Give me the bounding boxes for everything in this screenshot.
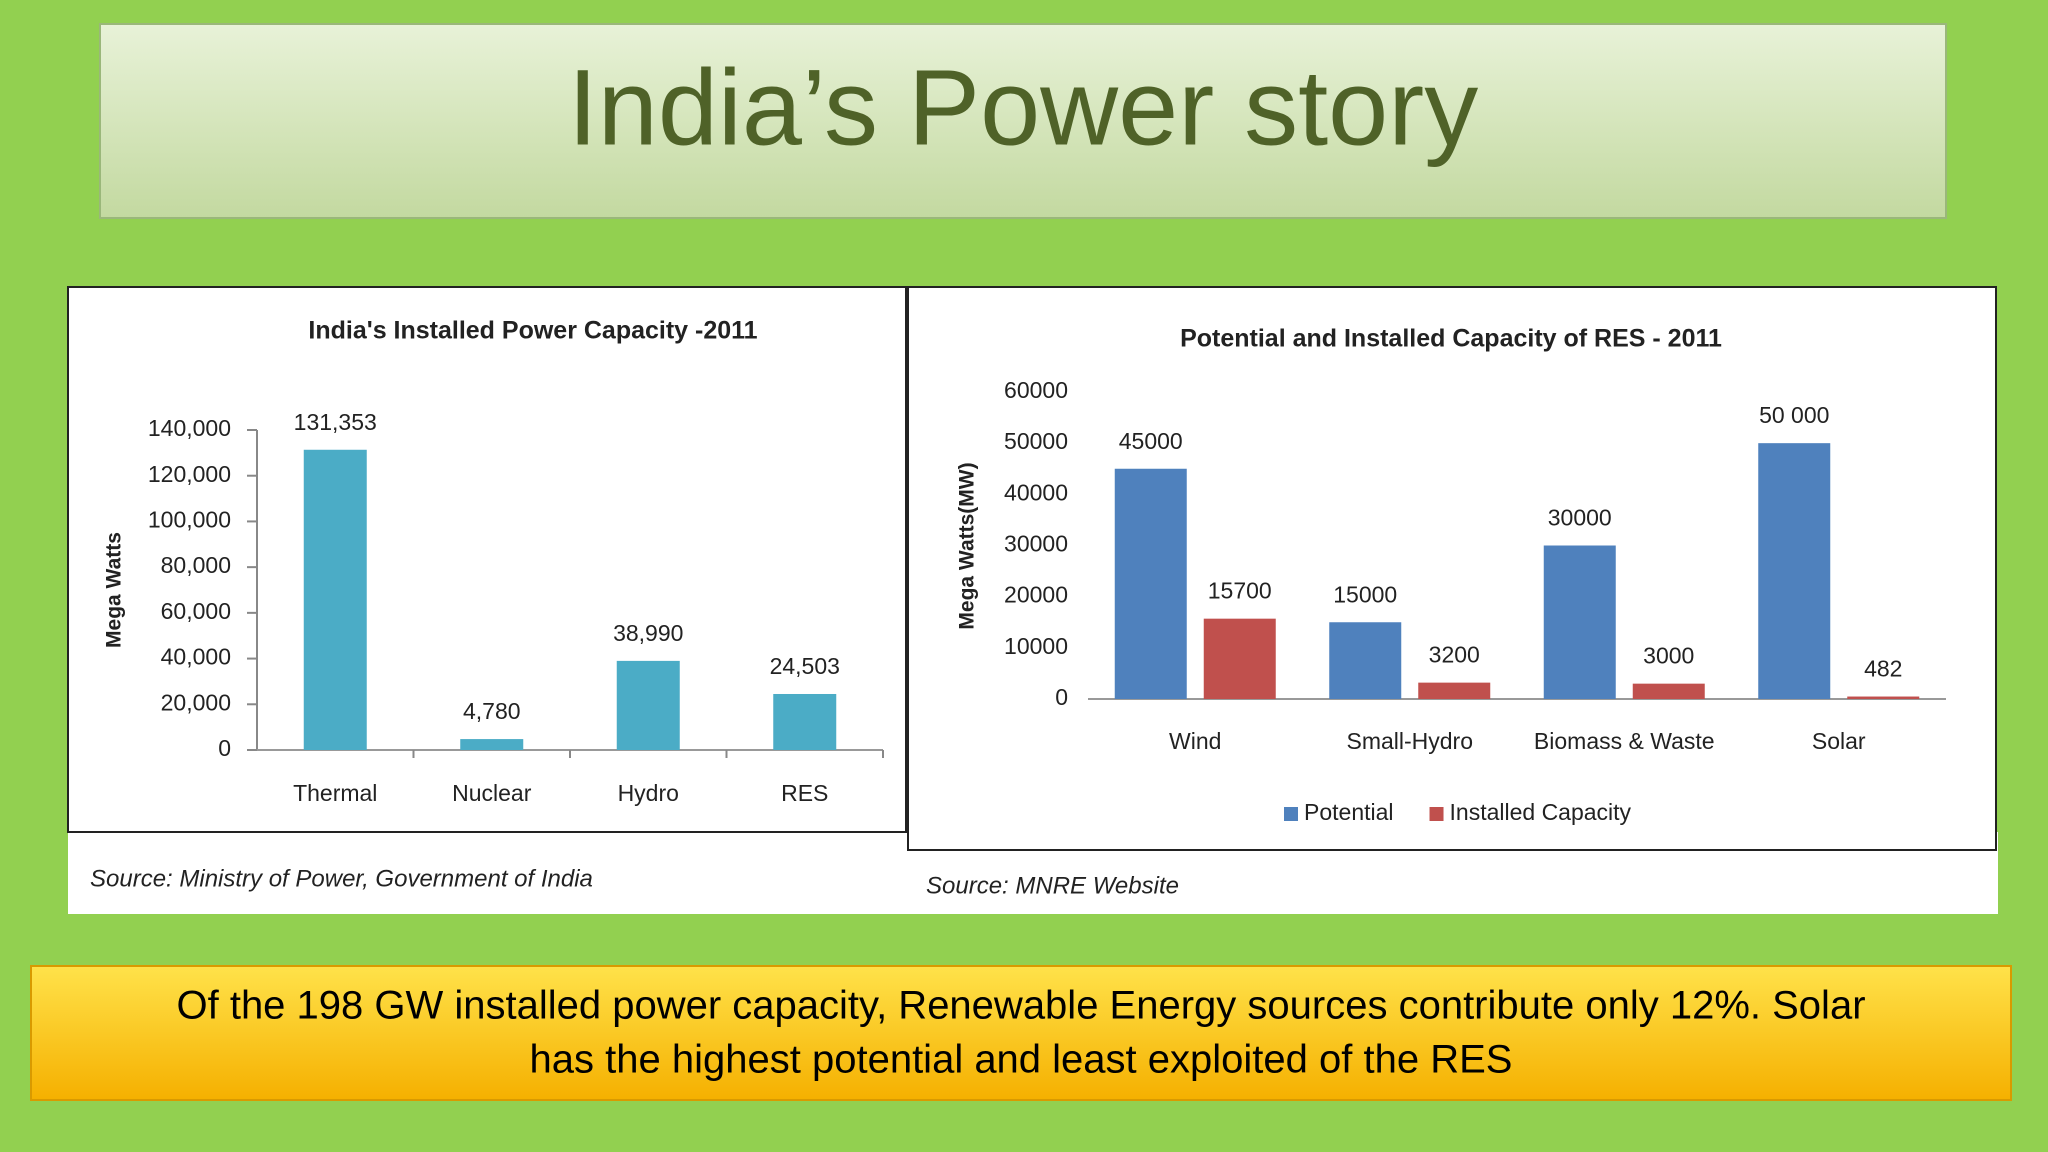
chart-title: Potential and Installed Capacity of RES … <box>1180 325 1722 353</box>
data-label: 15000 <box>1333 581 1397 607</box>
chart-title: India's Installed Power Capacity -2011 <box>308 317 757 345</box>
chart-panel <box>907 286 1997 851</box>
y-tick-label: 140,000 <box>148 415 231 441</box>
legend-swatch <box>1284 807 1298 821</box>
x-tick-label: Thermal <box>293 780 377 806</box>
caption-box <box>30 965 2012 1101</box>
header-box <box>99 23 1947 219</box>
data-label: 45000 <box>1119 428 1183 454</box>
x-tick-label: Biomass & Waste <box>1534 728 1715 754</box>
data-label: 38,990 <box>613 620 683 646</box>
y-tick-label: 40000 <box>1004 479 1068 505</box>
legend-label: Potential <box>1304 799 1394 825</box>
data-label: 15700 <box>1208 578 1272 604</box>
bar <box>1329 622 1402 699</box>
slide-title: India’s Power story <box>568 47 1478 168</box>
x-tick-label: RES <box>781 780 828 806</box>
y-tick-label: 120,000 <box>148 461 231 487</box>
x-tick-label: Hydro <box>618 780 679 806</box>
caption-line: has the highest potential and least expl… <box>530 1038 1513 1082</box>
bar <box>460 739 524 750</box>
y-tick-label: 10000 <box>1004 633 1068 659</box>
source-note: Source: Ministry of Power, Government of… <box>90 865 593 892</box>
y-tick-label: 80,000 <box>161 552 231 578</box>
x-tick-label: Solar <box>1812 728 1866 754</box>
data-label: 24,503 <box>770 653 840 679</box>
data-label: 4,780 <box>463 698 521 724</box>
legend-swatch <box>1429 807 1444 821</box>
bar <box>1418 682 1491 699</box>
data-label: 50 000 <box>1759 402 1829 428</box>
y-tick-label: 60000 <box>1004 377 1068 403</box>
x-tick-label: Nuclear <box>452 780 532 806</box>
y-tick-label: 20000 <box>1004 582 1068 608</box>
x-tick-label: Wind <box>1169 728 1221 754</box>
bar <box>1114 468 1187 699</box>
x-tick-label: Small-Hydro <box>1346 728 1473 754</box>
bar <box>303 449 367 750</box>
bar <box>616 660 680 750</box>
y-tick-label: 100,000 <box>148 507 231 533</box>
bar <box>1203 618 1276 699</box>
caption-line: Of the 198 GW installed power capacity, … <box>176 984 1865 1028</box>
source-note: Source: MNRE Website <box>926 872 1179 899</box>
data-label: 30000 <box>1548 505 1612 531</box>
legend-label: Installed Capacity <box>1450 799 1632 825</box>
data-label: 3000 <box>1643 643 1694 669</box>
y-tick-label: 0 <box>1055 684 1068 710</box>
y-tick-label: 60,000 <box>161 598 231 624</box>
data-label: 3200 <box>1429 642 1480 668</box>
bar <box>1758 443 1831 699</box>
y-axis-label: Mega Watts(MW) <box>956 462 979 629</box>
data-label: 482 <box>1864 656 1902 682</box>
y-tick-label: 20,000 <box>161 689 231 715</box>
y-tick-label: 30000 <box>1004 531 1068 557</box>
y-tick-label: 50000 <box>1004 428 1068 454</box>
y-axis-label: Mega Watts <box>103 532 126 648</box>
bar <box>1543 545 1616 699</box>
y-tick-label: 0 <box>218 735 231 761</box>
data-label: 131,353 <box>294 409 377 435</box>
bar <box>1632 683 1705 699</box>
y-tick-label: 40,000 <box>161 644 231 670</box>
bar <box>773 693 837 750</box>
bar <box>1847 696 1920 699</box>
